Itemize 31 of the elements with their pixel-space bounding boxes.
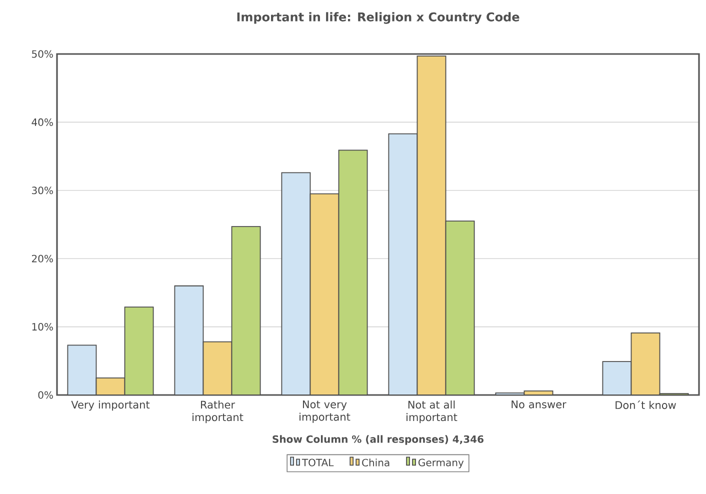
bar	[338, 150, 368, 395]
y-tick-label: 10%	[32, 323, 53, 331]
x-tick-label: Not at all important	[406, 400, 458, 424]
x-tick-label: Don´t know	[616, 400, 676, 410]
bar	[417, 56, 446, 395]
bar	[203, 342, 232, 395]
bar	[602, 361, 632, 395]
bar	[232, 226, 260, 395]
bar	[446, 221, 474, 395]
legend-label: TOTAL	[302, 458, 334, 466]
bar	[68, 345, 96, 395]
bar	[388, 134, 418, 395]
bar	[282, 172, 310, 395]
y-tick-label: 20%	[32, 254, 53, 262]
x-tick-label: Not very important	[300, 400, 350, 423]
y-tick-label: 0%	[38, 391, 53, 399]
legend-label: China	[362, 458, 390, 466]
x-tick-label: No answer	[512, 400, 566, 408]
legend-label: Germany	[418, 458, 464, 468]
bar	[96, 378, 125, 395]
bar	[124, 307, 154, 395]
x-tick-label: Rather important	[192, 400, 244, 424]
bar	[310, 194, 339, 395]
x-axis-title: Show Column % (all responses) 4,346	[272, 435, 484, 445]
y-tick-label: 30%	[32, 186, 53, 194]
x-tick-label: Very important	[71, 400, 150, 411]
y-tick-label: 40%	[32, 118, 53, 126]
bar	[174, 286, 204, 395]
y-tick-label: 50%	[32, 50, 53, 58]
bar	[630, 332, 660, 395]
chart-title: Important in life: Religion x Country Code	[237, 12, 520, 24]
